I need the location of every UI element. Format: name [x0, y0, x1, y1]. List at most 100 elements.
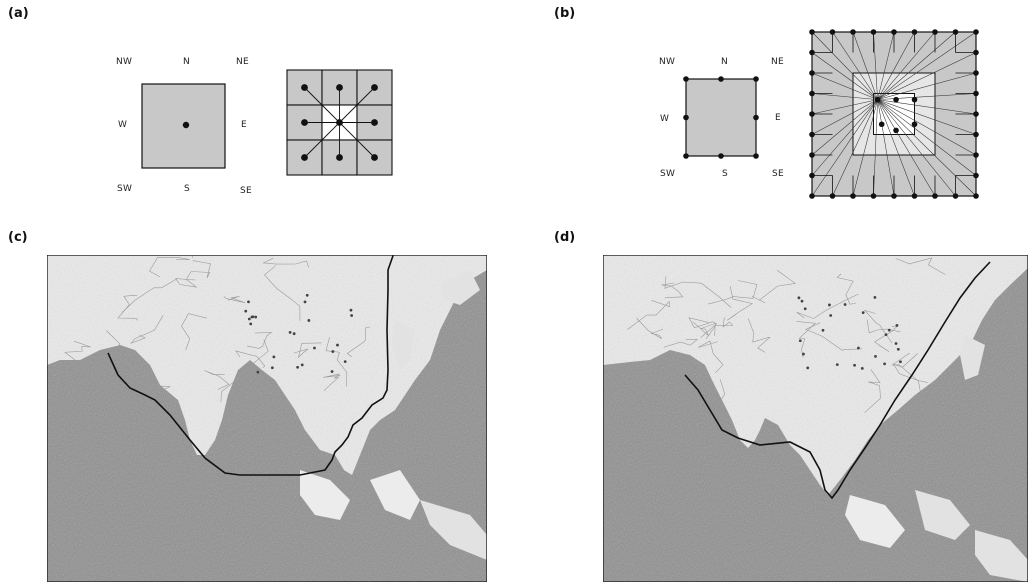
border-line: [64, 340, 91, 362]
city-marker: [272, 355, 276, 359]
dir-b-sw: SW: [660, 169, 676, 179]
inner-point: [874, 96, 881, 103]
fan-ray: [877, 99, 977, 176]
edge-point: [753, 153, 759, 159]
city-marker: [861, 311, 865, 315]
border-line: [864, 369, 881, 413]
boundary-point: [809, 70, 815, 76]
fan-ray: [877, 31, 915, 100]
border-line: [636, 317, 664, 340]
route-path-d: [684, 261, 991, 500]
fan-ray: [852, 31, 878, 100]
boundary-point: [891, 29, 897, 35]
fan-ray: [832, 99, 878, 197]
edge-point: [683, 114, 689, 121]
border-line: [708, 280, 758, 305]
boundary-point: [809, 152, 815, 158]
city-marker: [800, 299, 804, 303]
boundary-point: [809, 90, 815, 97]
fan-ray: [873, 99, 878, 197]
border-line: [836, 273, 857, 305]
city-markers-c: [244, 293, 354, 374]
border-line: [346, 326, 371, 357]
fan-ray: [877, 31, 895, 100]
center-cell-b: [685, 78, 757, 157]
border-line: [47, 377, 74, 402]
island-c-4: [392, 320, 415, 370]
boundary-point: [911, 193, 918, 199]
neighbor-ray: [339, 122, 375, 158]
city-marker: [331, 350, 335, 353]
fan-ray: [811, 52, 878, 100]
city-marker: [300, 363, 304, 367]
border-line: [895, 257, 946, 275]
country-borders-c: [47, 255, 371, 415]
city-marker: [821, 328, 825, 332]
dir-a-nw: NW: [116, 57, 133, 67]
fan-ray: [811, 99, 878, 156]
edge-point: [718, 153, 724, 159]
grid-point: [301, 119, 308, 126]
grid-point: [371, 84, 378, 91]
boundary-point: [973, 193, 979, 199]
border-line: [175, 278, 198, 288]
boundary-point: [850, 193, 856, 199]
island-c-5: [440, 270, 480, 305]
fan-ray: [877, 72, 977, 100]
border-line: [663, 339, 699, 348]
dir-b-n: N: [721, 57, 729, 67]
fan-ray: [811, 72, 878, 100]
dir-a-sw: SW: [117, 184, 133, 194]
boundary-point: [829, 29, 836, 35]
fan-ray: [832, 31, 878, 100]
boundary-point: [809, 49, 815, 56]
boundary-point: [809, 131, 815, 138]
city-marker: [350, 314, 354, 317]
grid-point: [336, 119, 343, 126]
city-marker: [883, 362, 886, 366]
inner-point: [893, 127, 899, 134]
city-marker: [250, 315, 254, 319]
border-line: [751, 270, 797, 303]
panel-label-a: (a): [8, 6, 29, 21]
panel-label-b: (b): [554, 6, 576, 21]
boundary-point: [809, 29, 815, 35]
dir-a-ne: NE: [236, 57, 250, 67]
border-line: [85, 369, 150, 389]
border-line: [892, 353, 922, 395]
panel-label-c: (c): [8, 230, 28, 245]
boundary-point: [809, 111, 815, 117]
dir-b-w: W: [660, 114, 670, 124]
city-marker: [270, 366, 274, 370]
city-marker: [307, 319, 311, 322]
panel-b-diagram: [683, 29, 979, 199]
city-marker: [292, 332, 296, 336]
boundary-point: [932, 193, 938, 199]
fan-ray: [852, 99, 878, 197]
boundary-point: [973, 49, 979, 56]
fan-ray: [811, 99, 878, 176]
city-marker: [247, 300, 250, 304]
border-line: [748, 318, 771, 353]
border-line: [186, 260, 211, 279]
border-line: [323, 373, 341, 391]
boundary-point: [829, 193, 836, 199]
boundary-point: [973, 172, 979, 179]
border-line: [705, 317, 734, 340]
border-line: [181, 313, 207, 351]
border-line: [661, 282, 684, 299]
city-marker: [249, 322, 253, 326]
inner-point: [911, 96, 918, 103]
dir-b-se: SE: [772, 169, 784, 179]
neighbor-grid-3x3: [286, 69, 393, 176]
grid-point: [301, 84, 308, 91]
dir-a-s: S: [184, 184, 191, 194]
boundary-point: [952, 29, 959, 35]
boundary-point: [973, 90, 979, 97]
city-marker: [343, 360, 347, 364]
panel-label-d: (d): [554, 230, 576, 245]
border-line: [78, 367, 98, 388]
fan-ray: [873, 31, 878, 100]
boundary-point: [973, 152, 979, 158]
border-line: [234, 350, 266, 369]
